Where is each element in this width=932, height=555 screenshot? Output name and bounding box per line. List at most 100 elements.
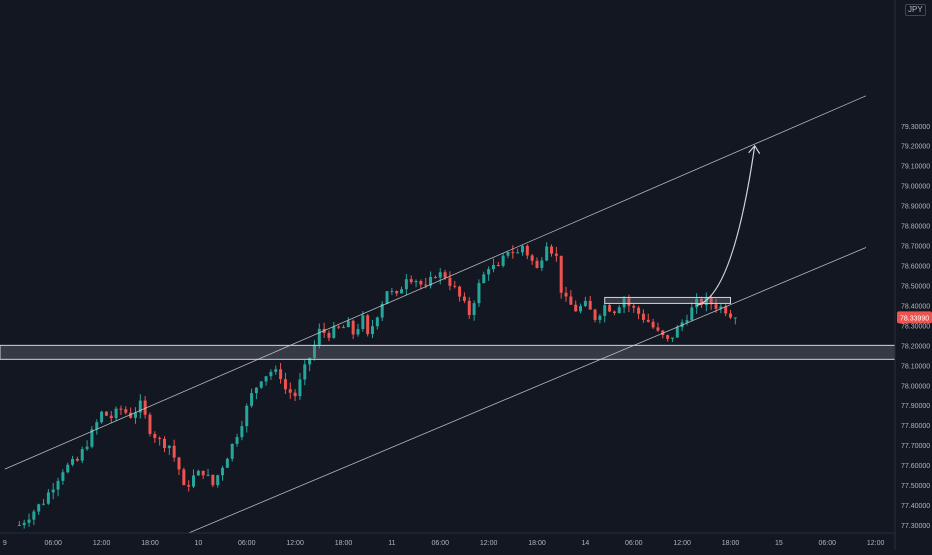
price-tick-label: 78.80000 xyxy=(901,224,930,231)
candle-up xyxy=(225,458,229,468)
candle-down xyxy=(496,264,500,266)
channel-lower-line[interactable] xyxy=(188,247,867,534)
candle-down xyxy=(699,298,703,306)
candle-down xyxy=(433,277,437,279)
candle-up xyxy=(95,422,99,430)
time-tick-label: 12:00 xyxy=(673,540,691,547)
candle-down xyxy=(124,409,128,413)
candle-up xyxy=(516,252,520,254)
time-tick-label: 06:00 xyxy=(238,540,256,547)
candle-up xyxy=(196,470,200,476)
candle-down xyxy=(409,279,413,283)
candle-down xyxy=(588,300,592,310)
price-tick-label: 78.70000 xyxy=(901,244,930,251)
candle-down xyxy=(75,458,79,461)
candle-down xyxy=(608,305,612,312)
time-tick-label: 12:00 xyxy=(867,540,885,547)
price-tick-label: 78.10000 xyxy=(901,363,930,370)
candle-down xyxy=(162,438,166,449)
projection-arrow[interactable] xyxy=(696,145,756,307)
candle-down xyxy=(293,392,297,397)
price-tick-label: 77.40000 xyxy=(901,503,930,510)
time-tick-label: 12:00 xyxy=(480,540,498,547)
time-tick-label: 12:00 xyxy=(93,540,111,547)
time-tick-label: 06:00 xyxy=(44,540,62,547)
candle-down xyxy=(327,332,331,338)
candle-up xyxy=(90,429,94,447)
time-tick-label: 18:00 xyxy=(141,540,159,547)
candle-down xyxy=(569,296,573,305)
candle-down xyxy=(109,415,113,419)
candle-up xyxy=(298,379,302,397)
candle-up xyxy=(598,315,602,320)
candle-up xyxy=(71,458,75,465)
resistance-box[interactable] xyxy=(604,296,732,304)
time-tick-label: 06:00 xyxy=(431,540,449,547)
candle-down xyxy=(467,300,471,316)
candle-up xyxy=(477,283,481,304)
candle-down xyxy=(666,335,670,339)
candle-down xyxy=(129,412,133,418)
candle-down xyxy=(148,414,152,434)
candle-down xyxy=(714,304,718,309)
price-tick-label: 78.00000 xyxy=(901,383,930,390)
candle-down xyxy=(530,255,534,261)
candle-down xyxy=(458,286,462,297)
time-tick-label: 18:00 xyxy=(528,540,546,547)
candle-up xyxy=(138,400,142,413)
candle-down xyxy=(729,313,733,318)
candle-up xyxy=(206,474,210,476)
time-axis[interactable]: 9 06:00 12:00 18:00 10 06:00 12:00 18:00 11 06:00… xyxy=(3,540,885,547)
price-tick-label: 78.30000 xyxy=(901,323,930,330)
price-tick-label: 77.50000 xyxy=(901,483,930,490)
candle-down xyxy=(724,306,728,314)
candle-up xyxy=(346,320,350,328)
candle-up xyxy=(385,291,389,304)
candle-down xyxy=(535,260,539,268)
support-zone[interactable] xyxy=(0,344,896,360)
price-tick-label: 77.80000 xyxy=(901,423,930,430)
candle-up xyxy=(308,357,312,365)
candle-up xyxy=(216,475,220,486)
candle-down xyxy=(637,307,641,314)
price-tick-label: 78.40000 xyxy=(901,303,930,310)
candle-down xyxy=(656,327,660,331)
candle-down xyxy=(424,284,428,286)
candle-up xyxy=(51,489,55,493)
time-tick-label: 14 xyxy=(581,540,589,547)
last-price-label: 78.33990 xyxy=(900,315,929,322)
candle-down xyxy=(646,319,650,322)
candle-down xyxy=(153,433,157,439)
candle-up xyxy=(332,326,336,338)
candle-up xyxy=(22,522,26,526)
candle-down xyxy=(182,469,186,486)
last-price-badge xyxy=(897,311,932,324)
candle-up xyxy=(361,315,365,330)
time-tick-label: 10 xyxy=(194,540,202,547)
candle-up xyxy=(230,443,234,459)
price-axis[interactable]: 79.30000 79.20000 79.10000 79.00000 78.90000… xyxy=(901,124,930,530)
candle-up xyxy=(42,503,46,505)
candle-up xyxy=(603,305,607,316)
candle-down xyxy=(201,470,205,476)
channel-upper-line[interactable] xyxy=(4,95,867,470)
price-tick-label: 79.10000 xyxy=(901,164,930,171)
candle-down xyxy=(283,379,287,390)
time-tick-label: 15 xyxy=(775,540,783,547)
candle-up xyxy=(37,504,41,512)
candle-up xyxy=(240,426,244,438)
last-price-badge-layer: 78.33990 xyxy=(897,311,932,324)
candle-up xyxy=(404,279,408,290)
candle-up xyxy=(27,519,31,523)
candle-down xyxy=(143,400,147,415)
projection-arrowhead xyxy=(748,144,761,155)
candle-up xyxy=(317,328,321,345)
candle-up xyxy=(400,289,404,294)
time-tick-label: 9 xyxy=(3,540,7,547)
candle-up xyxy=(704,297,708,306)
candle-up xyxy=(274,369,278,372)
candle-up xyxy=(540,260,544,268)
candle-down xyxy=(288,389,292,393)
